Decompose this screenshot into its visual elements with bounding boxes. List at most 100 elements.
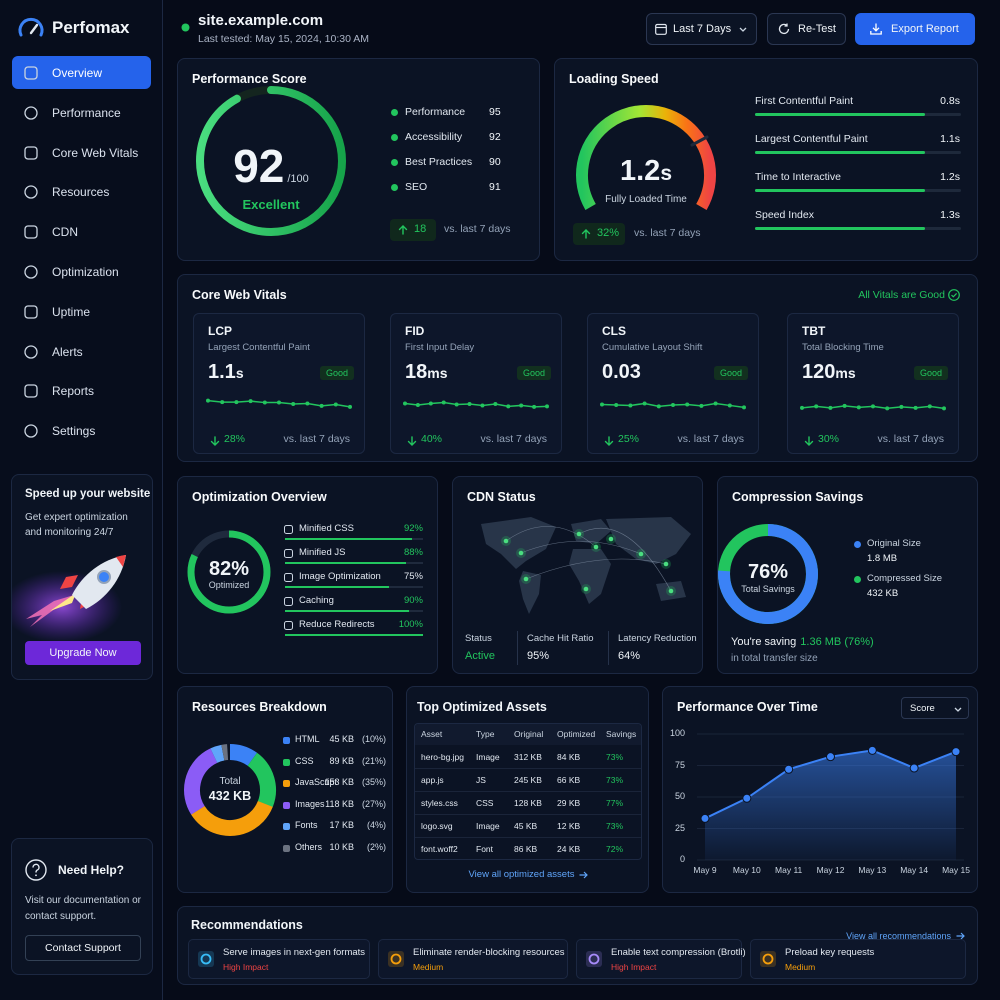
metric-fill	[755, 189, 925, 192]
arrow	[407, 436, 417, 446]
change-value: 25%	[618, 433, 640, 445]
help-text: Visit our documentation or contact suppo…	[25, 895, 141, 922]
export-button[interactable]: Export Report	[855, 13, 975, 45]
panel-title: Resources Breakdown	[192, 700, 327, 714]
nav-item[interactable]: Reports	[12, 374, 151, 407]
sparkline-point	[642, 401, 647, 406]
vital-value: 1.1 s	[208, 361, 244, 384]
recommendations-link[interactable]: View all recommendations	[846, 931, 965, 941]
resources-donut	[184, 744, 276, 837]
vital-name: First Input Delay	[405, 342, 475, 353]
speed-unit: s	[660, 162, 672, 185]
assets-panel: Top Optimized Assets Asset Type Original Opt…	[406, 686, 649, 893]
vital-number: 18	[405, 361, 428, 383]
area	[705, 750, 956, 860]
sparkline-point	[206, 398, 210, 403]
item-bar	[285, 610, 410, 612]
retest-button[interactable]: Re-Test	[767, 13, 846, 45]
table-cell: Image	[476, 821, 500, 831]
vital-card: LCP Largest Contentful Paint 1.1 s Good 28% vs…	[193, 313, 365, 454]
vital-card: TBT Total Blocking Time 120 ms Good 30% vs. la…	[787, 313, 959, 454]
nav-icon	[24, 145, 38, 160]
rocket-illustration	[12, 555, 126, 643]
vital-unit: ms	[835, 365, 856, 381]
nav-item[interactable]: CDN	[12, 215, 151, 248]
contact-button[interactable]: Contact Support	[25, 935, 141, 961]
compression-donut	[718, 524, 818, 624]
table-cell: logo.svg	[421, 821, 453, 831]
vital-code: TBT	[802, 324, 826, 338]
icon-shape	[284, 597, 293, 606]
continent	[519, 571, 541, 614]
vital-code: LCP	[208, 324, 232, 338]
date-range-select[interactable]: Last 7 Days	[646, 13, 757, 45]
vital-badge: Good	[713, 366, 748, 380]
recommendation-card[interactable]: Preload key requests Medium	[750, 939, 966, 979]
cdn-route	[525, 558, 667, 580]
sparkline-point	[415, 402, 420, 407]
row-divider	[415, 768, 641, 769]
panel-title: CDN Status	[467, 490, 536, 504]
recommendation-icon	[586, 951, 602, 967]
savings-arc	[718, 524, 818, 624]
recommendation-icon	[388, 951, 404, 967]
recommendation-card[interactable]: Serve images in next-gen formats High Imp…	[188, 939, 370, 979]
nav-item[interactable]: Resources	[12, 175, 151, 208]
metric-fill	[755, 151, 925, 154]
change-value: 18	[414, 223, 427, 235]
category-value: 90	[489, 156, 501, 168]
vital-sparkline	[600, 401, 746, 410]
metric-select[interactable]: Score	[901, 697, 969, 719]
sparkline	[404, 401, 548, 408]
assets-link[interactable]: View all optimized assets	[407, 869, 650, 880]
nav-item[interactable]: Overview	[12, 56, 151, 89]
sparkline-point	[480, 403, 485, 408]
upgrade-button[interactable]: Upgrade Now	[25, 641, 141, 665]
table-cell: Image	[476, 752, 500, 762]
sparkline-point	[671, 402, 675, 407]
table-cell: app.js	[421, 775, 444, 785]
sparkline-point	[800, 405, 804, 410]
sparkline-point	[467, 402, 472, 406]
dot	[854, 576, 861, 583]
icon-bg	[388, 951, 404, 967]
nav-item[interactable]: Performance	[12, 96, 151, 129]
saving-line: You're saving 1.36 MB (76%)	[731, 636, 874, 648]
sparkline-point	[305, 401, 310, 406]
button-label: Contact Support	[45, 942, 121, 954]
vital-sparkline	[800, 403, 946, 411]
stat-value: 95%	[527, 650, 550, 662]
saving-prefix: You're saving	[731, 636, 797, 648]
table-cell: Font	[476, 844, 494, 854]
nav-item[interactable]: Optimization	[12, 255, 151, 288]
arrow-down-icon	[210, 436, 220, 446]
nav-item[interactable]: Alerts	[12, 335, 151, 368]
dot	[391, 134, 398, 141]
speed-number: 1.2	[619, 155, 661, 187]
recommendation-card[interactable]: Enable text compression (Brotli) High Imp…	[576, 939, 746, 979]
score-rating: Excellent	[242, 197, 300, 212]
nav-item[interactable]: Uptime	[12, 295, 151, 328]
nav-item[interactable]: Settings	[12, 414, 151, 447]
y-tick-label: 0	[679, 854, 685, 864]
logo-arc	[18, 17, 44, 37]
table-cell: 12 KB	[557, 821, 581, 831]
sparkline-point	[493, 402, 498, 406]
nav-icon	[24, 265, 38, 279]
cal	[655, 23, 667, 35]
table-cell: 73%	[606, 752, 624, 762]
nav-label: Reports	[52, 384, 95, 399]
sparkline-point	[899, 404, 904, 409]
vital-badge: Good	[319, 366, 354, 380]
recommendation-card[interactable]: Eliminate render-blocking resources Mediu…	[378, 939, 568, 979]
metric-value: 1.1s	[940, 133, 960, 145]
nav-icon	[24, 185, 38, 200]
table-cell: font.woff2	[421, 844, 458, 854]
dot	[283, 823, 290, 830]
point	[826, 752, 835, 762]
check-circle	[948, 289, 960, 301]
item-bar	[285, 538, 412, 540]
table-cell: 86 KB	[514, 844, 538, 854]
legend-share: (21%)	[361, 755, 386, 766]
nav-item[interactable]: Core Web Vitals	[12, 136, 151, 169]
